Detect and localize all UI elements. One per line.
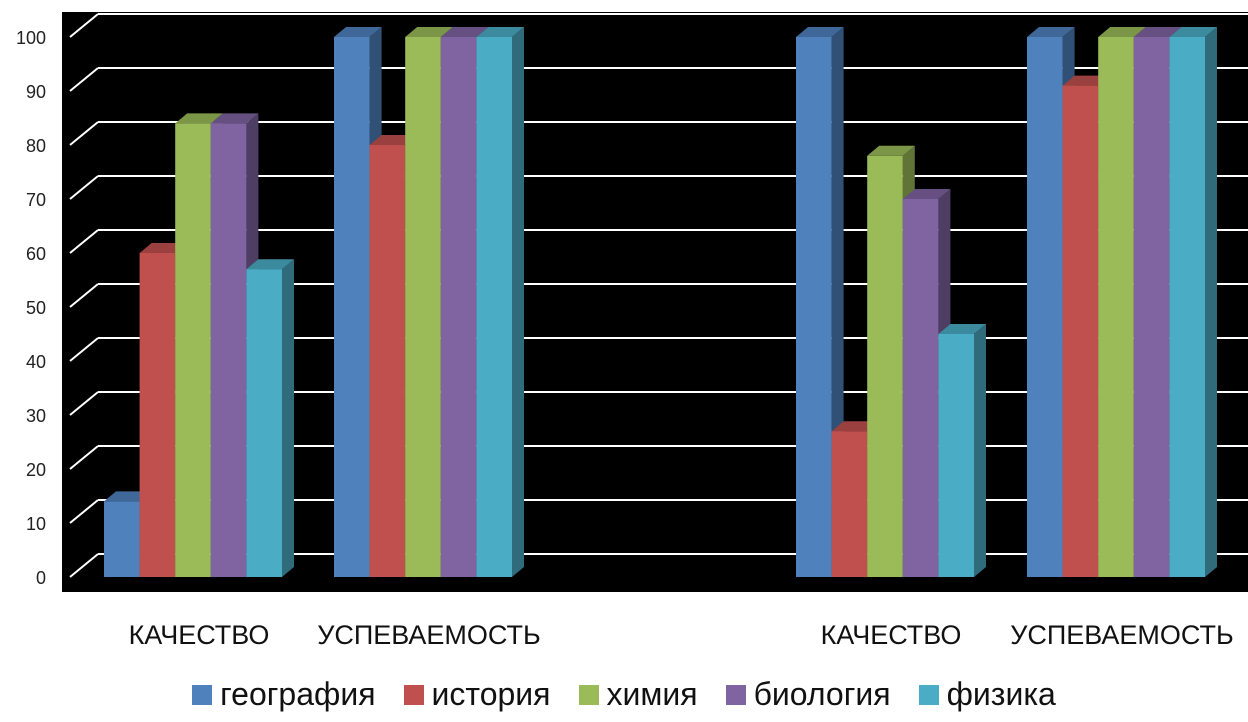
bar-front: [139, 253, 176, 577]
bar-front: [175, 123, 211, 578]
bar-top: [405, 27, 453, 37]
bar-front: [369, 145, 406, 577]
legend-label: география: [220, 676, 376, 712]
bar-top: [1098, 27, 1146, 37]
bar-front: [1098, 37, 1134, 577]
gridline-diagonal: [69, 553, 99, 578]
legend-item: география: [192, 676, 376, 713]
y-tick-label: 10: [26, 514, 46, 534]
bar-top: [1133, 27, 1182, 37]
legend-item: биология: [725, 676, 891, 713]
bar-front: [938, 334, 974, 577]
bar-front: [1133, 37, 1170, 577]
bar: [1169, 27, 1217, 577]
bar-front: [246, 269, 282, 577]
bar-side: [282, 259, 294, 577]
bar-front: [405, 37, 441, 577]
x-category-label: КАЧЕСТВО: [821, 620, 962, 650]
gridline-diagonal: [69, 499, 99, 524]
gridline-diagonal: [69, 67, 99, 92]
legend-item: физика: [918, 676, 1056, 713]
bar-top: [476, 27, 524, 37]
gridline-diagonal: [69, 175, 99, 200]
y-tick-label: 80: [26, 136, 46, 156]
legend-swatch: [918, 684, 939, 705]
bar-front: [476, 37, 512, 577]
legend-swatch: [578, 684, 599, 705]
bar-front: [104, 501, 140, 577]
x-category-label: КАЧЕСТВО: [129, 620, 270, 650]
legend-swatch: [403, 684, 424, 705]
y-tick-label: 30: [26, 406, 46, 426]
bar-side: [974, 324, 986, 577]
bar-top: [246, 259, 294, 270]
gridline-diagonal: [69, 337, 99, 362]
bar-top: [440, 27, 489, 37]
bar-front: [1169, 37, 1205, 577]
x-category-label: УСПЕВАЕМОСТЬ: [1010, 620, 1234, 650]
legend: география история химия биология физика: [0, 676, 1248, 713]
legend-label: химия: [606, 676, 698, 712]
bar-side: [512, 27, 524, 577]
legend-label: история: [431, 676, 551, 712]
bar-front: [210, 123, 247, 578]
legend-swatch: [725, 684, 746, 705]
bar-front: [867, 155, 903, 578]
bar-top: [175, 113, 223, 124]
bar-top: [902, 189, 951, 199]
y-tick-label: 40: [26, 352, 46, 372]
gridline-diagonal: [69, 391, 99, 416]
bar-front: [1027, 37, 1063, 577]
bar: [246, 259, 294, 577]
bar: [938, 324, 986, 577]
bar-top: [796, 27, 844, 37]
bar-top: [867, 145, 915, 156]
gridline-diagonal: [69, 229, 99, 254]
bar-top: [938, 324, 986, 334]
gridline-diagonal: [69, 445, 99, 470]
y-tick-label: 20: [26, 460, 46, 480]
bar-front: [440, 37, 477, 577]
gridline-diagonal: [69, 283, 99, 308]
bar-top: [1027, 27, 1075, 37]
bar-top: [1169, 27, 1217, 37]
gridline-diagonal: [69, 13, 99, 38]
bar-top: [210, 113, 259, 124]
y-tick-label: 0: [36, 568, 46, 588]
bar-front: [902, 199, 939, 577]
y-tick-label: 90: [26, 82, 46, 102]
legend-item: история: [403, 676, 551, 713]
y-tick-label: 100: [16, 28, 46, 48]
bar-front: [334, 37, 370, 577]
x-category-label: УСПЕВАЕМОСТЬ: [317, 620, 541, 650]
y-tick-label: 60: [26, 244, 46, 264]
bars: [104, 27, 1217, 578]
legend-item: химия: [578, 676, 698, 713]
legend-swatch: [192, 684, 213, 705]
gridline-diagonal: [69, 121, 99, 146]
bar-front: [831, 431, 868, 577]
bar-side: [1205, 27, 1217, 577]
bar-top: [334, 27, 382, 37]
y-tick-label: 50: [26, 298, 46, 318]
bar-front: [1062, 85, 1099, 577]
bar-front: [796, 37, 832, 577]
bar: [476, 27, 524, 577]
legend-label: физика: [946, 676, 1056, 712]
y-tick-label: 70: [26, 190, 46, 210]
legend-label: биология: [753, 676, 891, 712]
